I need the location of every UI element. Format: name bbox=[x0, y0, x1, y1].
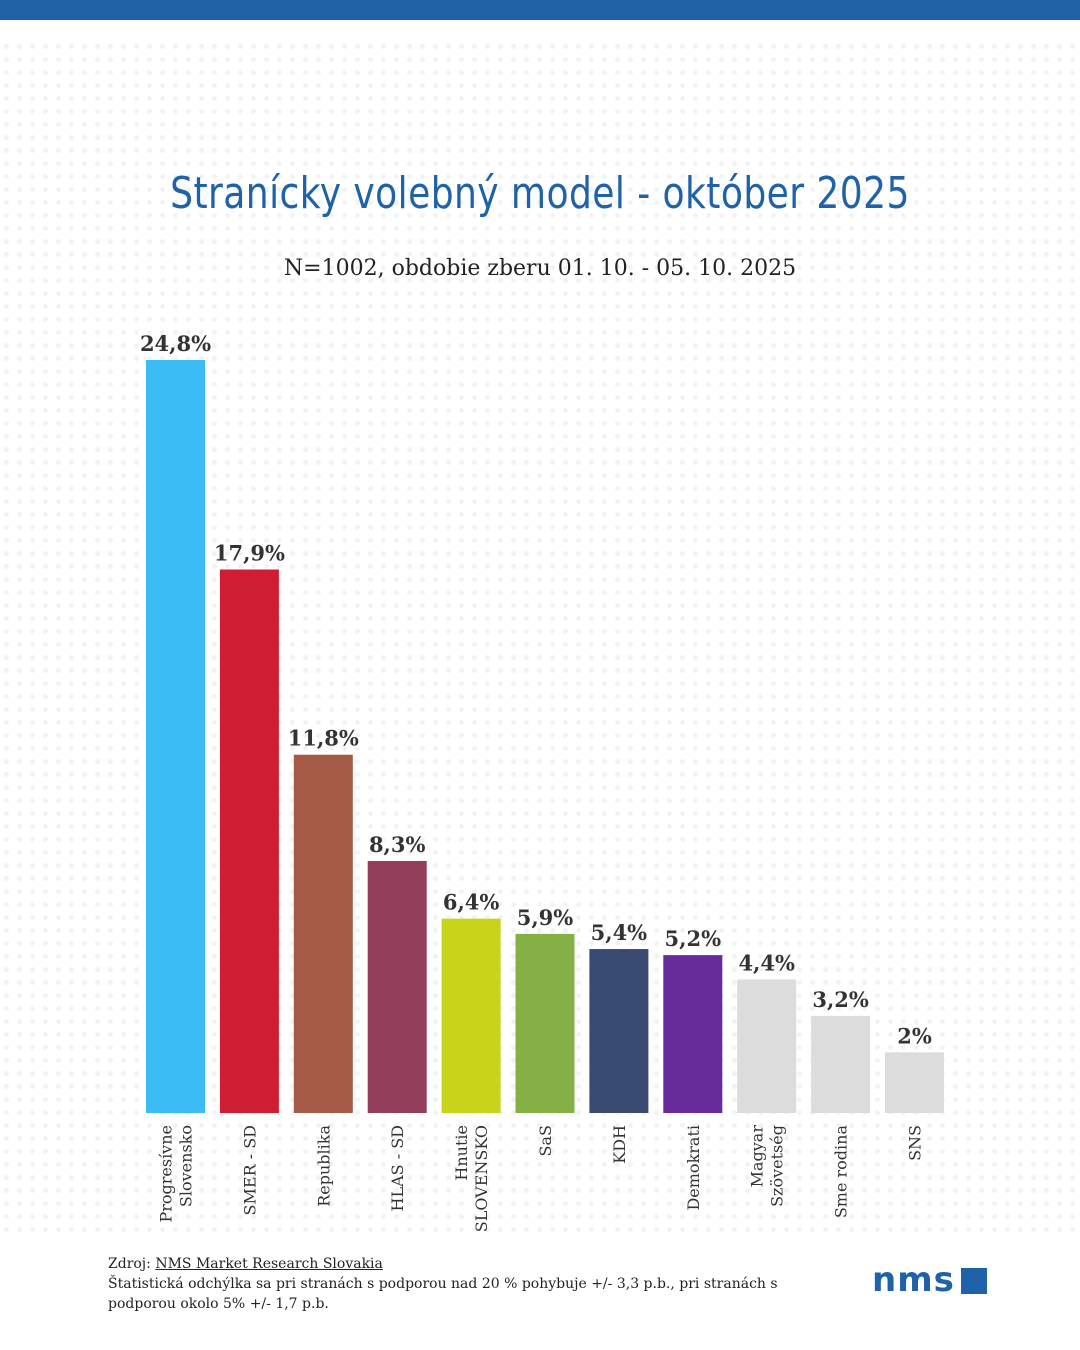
category-label: Demokrati bbox=[684, 1125, 703, 1211]
bar bbox=[146, 360, 205, 1113]
bar-value-label: 5,4% bbox=[591, 920, 648, 945]
bar-value-label: 24,8% bbox=[140, 331, 211, 356]
bar-value-label: 4,4% bbox=[738, 950, 795, 975]
logo-square-icon bbox=[960, 1268, 987, 1294]
bar-value-label: 6,4% bbox=[443, 890, 500, 915]
category-label: Republika bbox=[314, 1125, 333, 1207]
bar-value-label: 5,2% bbox=[665, 926, 722, 951]
logo-text: nms bbox=[872, 1260, 955, 1300]
category-label: SMER - SD bbox=[240, 1125, 259, 1215]
bar bbox=[811, 1015, 871, 1113]
bar-value-label: 11,8% bbox=[288, 726, 359, 751]
bar-value-label: 3,2% bbox=[812, 987, 869, 1012]
category-label: Slovensko bbox=[177, 1125, 196, 1207]
source-prefix: Zdroj: bbox=[108, 1256, 156, 1272]
category-label: SNS bbox=[906, 1125, 925, 1161]
chart-title: Stranícky volebný model - október 2025 bbox=[170, 168, 910, 219]
top-accent-bar bbox=[0, 0, 1080, 20]
bar-value-label: 17,9% bbox=[214, 541, 285, 566]
bar bbox=[293, 754, 353, 1113]
source-line: Zdroj: NMS Market Research Slovakia bbox=[108, 1254, 808, 1274]
category-label: KDH bbox=[610, 1125, 629, 1164]
bar bbox=[885, 1052, 944, 1113]
bar-value-label: 8,3% bbox=[369, 832, 426, 857]
margin-of-error-note: Štatistická odchýlka sa pri stranách s p… bbox=[108, 1276, 778, 1312]
bar bbox=[589, 949, 649, 1113]
bar-value-label: 5,9% bbox=[517, 905, 574, 930]
bar bbox=[737, 979, 797, 1113]
nms-logo: nms bbox=[872, 1262, 987, 1298]
bar bbox=[663, 955, 723, 1113]
bar bbox=[441, 918, 501, 1113]
category-label: Progresívne bbox=[157, 1125, 176, 1223]
bar bbox=[367, 860, 427, 1113]
category-label: Hnutie bbox=[452, 1125, 471, 1181]
chart-subtitle: N=1002, obdobie zberu 01. 10. - 05. 10. … bbox=[283, 256, 797, 281]
category-label: SLOVENSKO bbox=[472, 1125, 491, 1232]
bar bbox=[219, 569, 279, 1113]
category-label: Sme rodina bbox=[832, 1125, 851, 1219]
category-label: HLAS - SD bbox=[388, 1125, 407, 1211]
footer: Zdroj: NMS Market Research Slovakia Štat… bbox=[108, 1254, 808, 1314]
bar-chart: 24,8% Progresívne Slovensko 17,9% SMER - SD 1… bbox=[140, 331, 944, 1232]
bar-value-label: 2% bbox=[897, 1023, 932, 1048]
bar bbox=[515, 933, 575, 1113]
category-label: Magyar bbox=[748, 1125, 767, 1188]
category-label: Szövetség bbox=[768, 1125, 787, 1207]
category-label: SaS bbox=[536, 1125, 555, 1156]
source-link[interactable]: NMS Market Research Slovakia bbox=[155, 1256, 383, 1272]
